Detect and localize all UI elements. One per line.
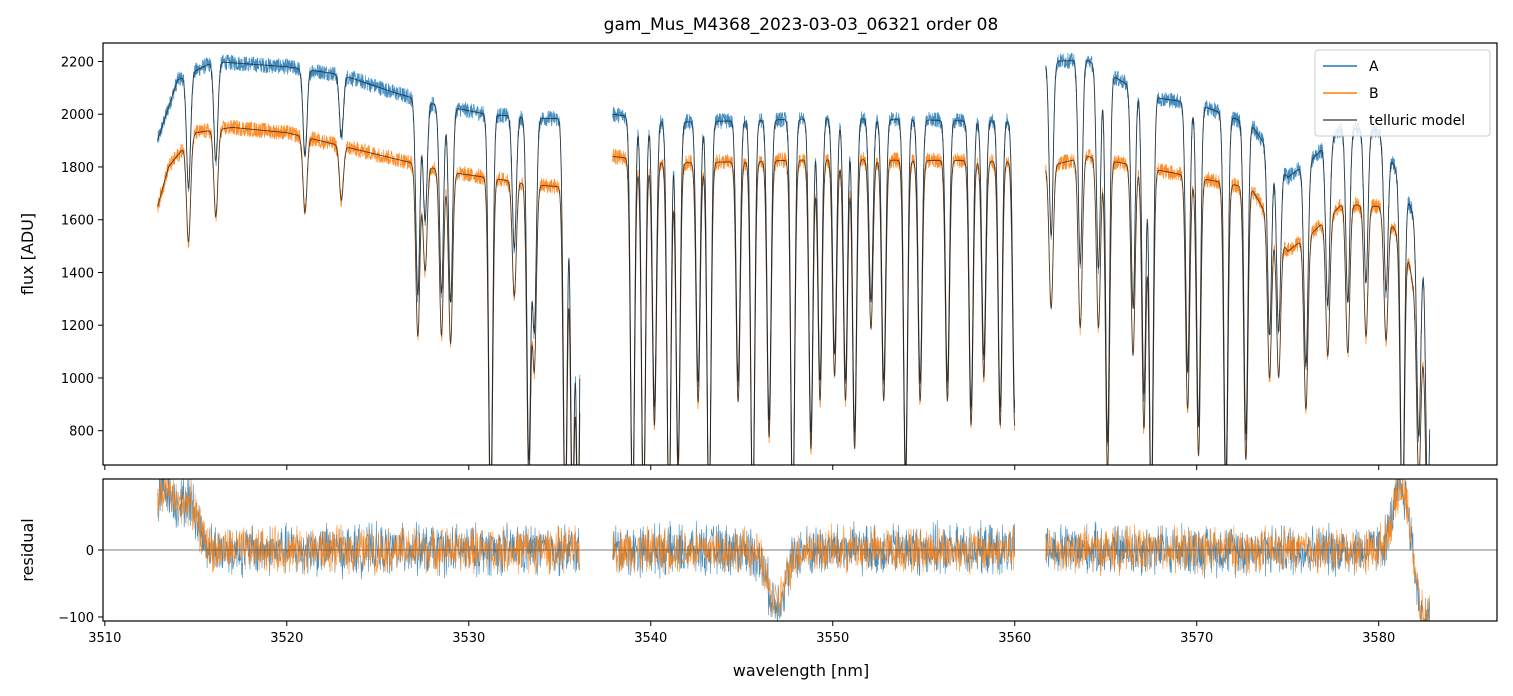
flux-panel-frame: [102, 42, 1498, 466]
legend-frame: [1314, 49, 1491, 137]
residual-panel: −100 0 3510 3520 3530 3540 3550 3560 3570 3580 r…: [18, 478, 1498, 680]
residual-y-tick-label: −100: [58, 611, 94, 626]
flux-panel: 800 1000 1200 1400 1600 1800 2000 2200 flux [AD…: [18, 42, 1498, 470]
telluric-model-b-line: [157, 126, 1427, 465]
wavelength-x-tick-label: 3560: [998, 631, 1031, 646]
residual-axis-label: residual: [18, 518, 37, 581]
wavelength-x-tick-label: 3520: [270, 631, 303, 646]
flux-y-tick-label: 1200: [61, 319, 94, 334]
residual-y-tick-label: 0: [86, 544, 94, 559]
flux-y-tick-label: 1000: [61, 372, 94, 387]
legend-label-b: B: [1369, 86, 1379, 102]
flux-y-tick-label: 800: [69, 425, 94, 440]
legend: A B telluric model: [1314, 49, 1491, 137]
wavelength-x-tick-label: 3550: [816, 631, 849, 646]
wavelength-axis-label: wavelength [nm]: [733, 661, 870, 680]
flux-y-tick-label: 2200: [61, 55, 94, 70]
flux-y-tick-label: 1400: [61, 266, 94, 281]
flux-axis-label: flux [ADU]: [18, 213, 37, 295]
wavelength-x-tick-label: 3510: [88, 631, 121, 646]
wavelength-x-tick-label: 3540: [634, 631, 667, 646]
flux-y-tick-label: 1600: [61, 214, 94, 229]
chart-title: gam_Mus_M4368_2023-03-03_06321 order 08: [604, 15, 999, 35]
legend-label-a: A: [1369, 59, 1379, 75]
wavelength-x-tick-label: 3570: [1180, 631, 1213, 646]
wavelength-x-tick-label: 3580: [1362, 631, 1395, 646]
legend-label-telluric: telluric model: [1369, 113, 1465, 129]
flux-y-tick-label: 2000: [61, 108, 94, 123]
residual-b-line: [157, 479, 1430, 621]
flux-y-tick-label: 1800: [61, 161, 94, 176]
wavelength-x-tick-label: 3530: [452, 631, 485, 646]
